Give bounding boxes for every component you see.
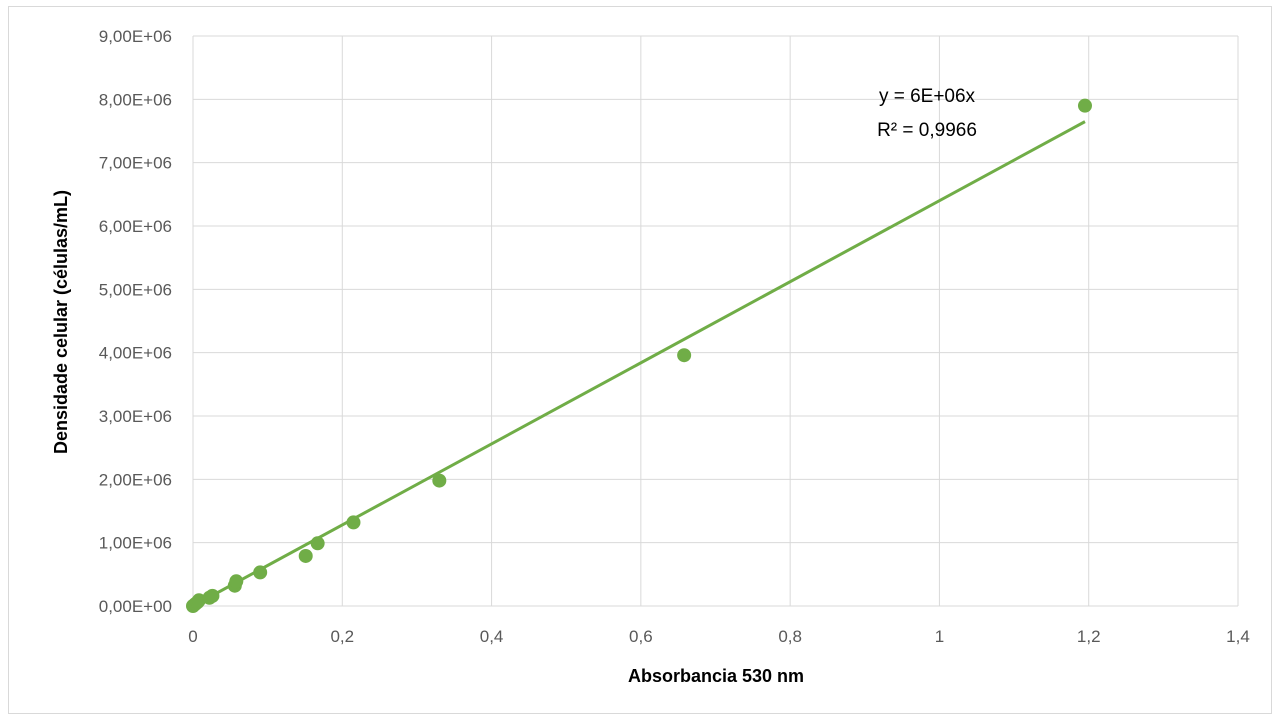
data-points (186, 98, 1092, 613)
data-point (310, 536, 325, 551)
trendline-r-squared: R² = 0,9966 (877, 120, 977, 141)
y-tick-label: 5,00E+06 (99, 280, 172, 299)
y-tick-labels: 0,00E+00 1,00E+06 2,00E+06 3,00E+06 4,00E+06… (99, 27, 172, 616)
y-tick-label: 1,00E+06 (99, 534, 172, 553)
x-tick-label: 1 (935, 627, 944, 646)
x-tick-label: 1,4 (1226, 627, 1250, 646)
data-point (346, 515, 361, 530)
data-point (298, 548, 313, 563)
trendline-equation: y = 6E+06x (879, 86, 976, 107)
y-tick-label: 4,00E+06 (99, 344, 172, 363)
data-point (677, 348, 692, 363)
x-tick-labels: 0 0,2 0,4 0,6 0,8 1 1,2 1,4 (188, 627, 1250, 646)
x-tick-label: 0,2 (330, 627, 354, 646)
data-point (253, 565, 268, 580)
x-axis-title: Absorbancia 530 nm (628, 666, 804, 686)
data-point (205, 588, 220, 603)
y-tick-label: 8,00E+06 (99, 90, 172, 109)
y-axis-title: Densidade celular (células/mL) (51, 190, 71, 454)
grid-lines (192, 35, 1239, 607)
y-tick-label: 6,00E+06 (99, 217, 172, 236)
x-tick-label: 0,8 (778, 627, 802, 646)
data-point (191, 593, 206, 608)
y-tick-label: 3,00E+06 (99, 407, 172, 426)
trendline (192, 120, 1086, 608)
data-point (229, 574, 244, 589)
x-tick-label: 0 (188, 627, 197, 646)
y-tick-label: 9,00E+06 (99, 27, 172, 46)
x-tick-label: 0,4 (480, 627, 504, 646)
data-point (1077, 98, 1092, 113)
y-tick-label: 7,00E+06 (99, 154, 172, 173)
y-tick-label: 0,00E+00 (99, 597, 172, 616)
x-tick-label: 1,2 (1077, 627, 1101, 646)
y-tick-label: 2,00E+06 (99, 470, 172, 489)
x-tick-label: 0,6 (629, 627, 653, 646)
data-point (432, 473, 447, 488)
